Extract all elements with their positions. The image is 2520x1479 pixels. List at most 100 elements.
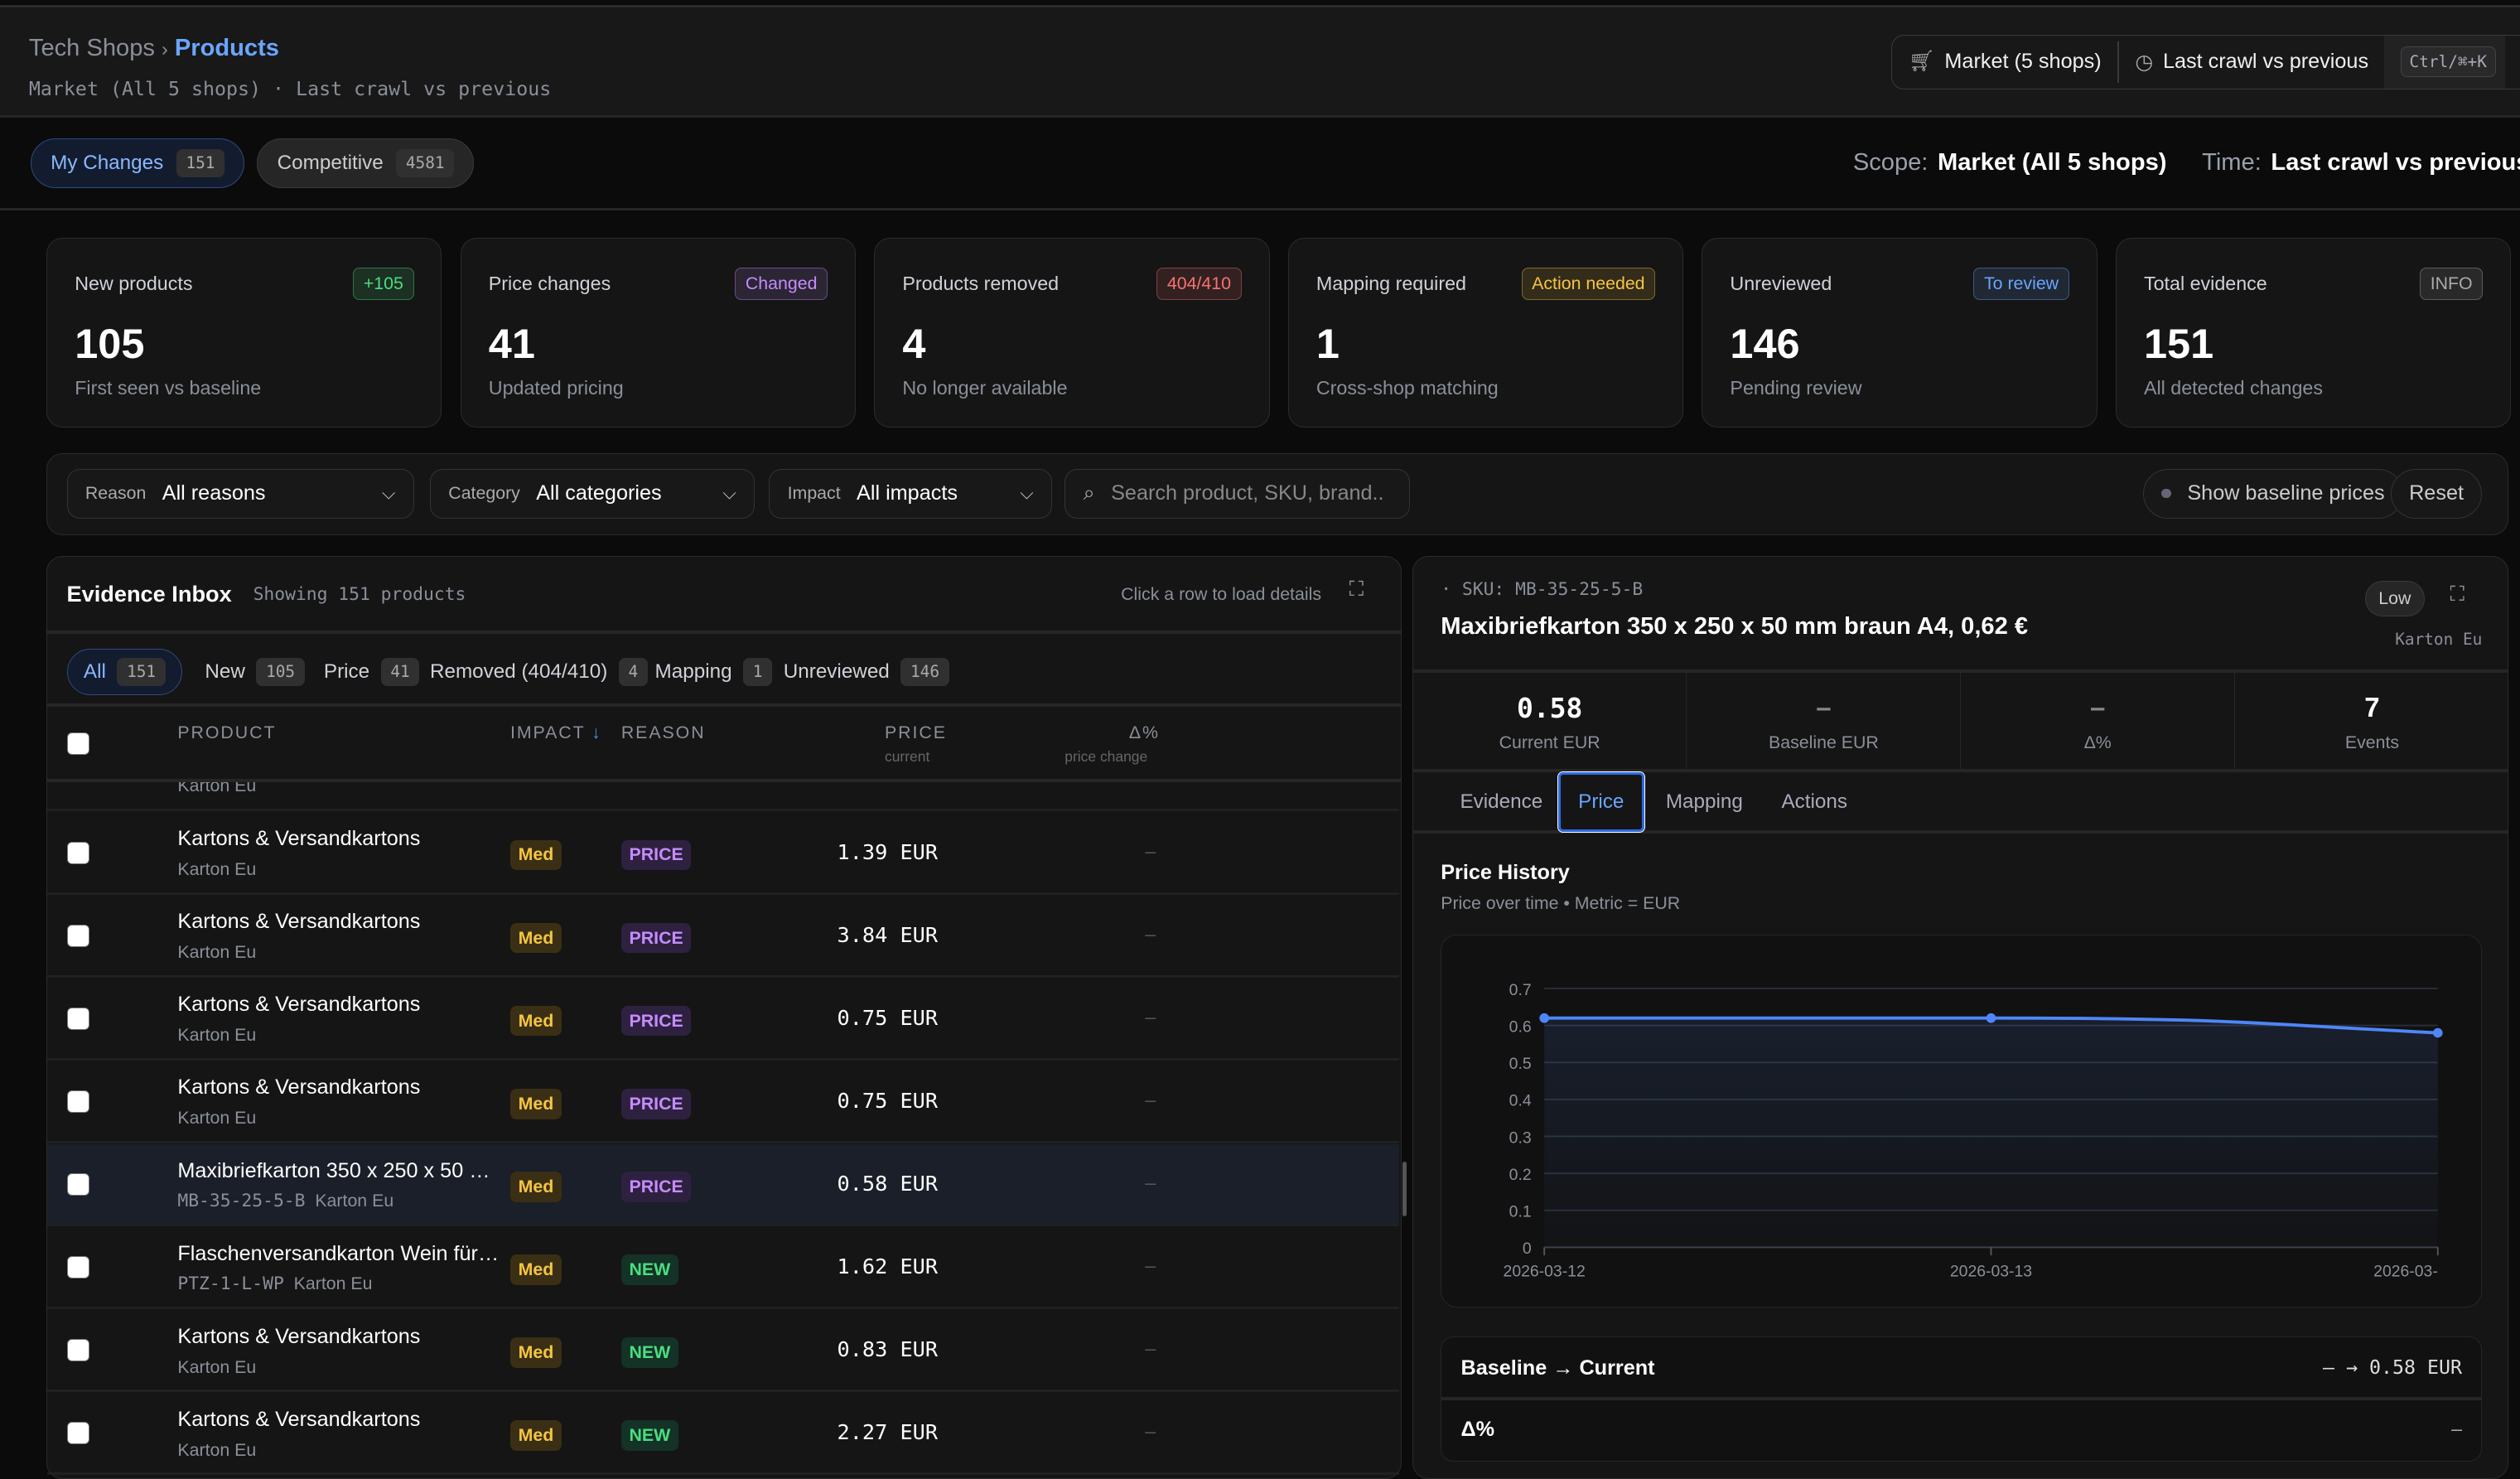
row-product-name: Kartons & Versandkartons: [177, 827, 421, 851]
kpi-value: 41: [488, 320, 535, 368]
filter-tab-unreviewed[interactable]: Unreviewed 146: [767, 649, 965, 695]
row-checkbox[interactable]: [66, 924, 89, 947]
impact-badge: Med: [509, 1337, 562, 1368]
show-baseline-button[interactable]: Show baseline prices: [2143, 468, 2403, 519]
row-shop: Karton Eu: [177, 1439, 257, 1460]
filter-tab-removed[interactable]: Removed (404/410) 4: [414, 649, 664, 695]
select-label: Reason: [84, 483, 147, 504]
table-row[interactable]: Kartons & Versandkartons Karton Eu Med N…: [47, 1310, 1399, 1393]
col-delta-sub: price change: [1064, 748, 1148, 766]
time-selector[interactable]: ◷ Last crawl vs previous: [2119, 36, 2385, 89]
filter-tab-all[interactable]: All 151: [66, 648, 183, 696]
reason-select[interactable]: Reason All reasons ⌵: [66, 468, 414, 519]
row-checkbox[interactable]: [66, 1007, 89, 1030]
row-checkbox[interactable]: [66, 1422, 89, 1445]
row-price: 1.39 EUR: [837, 839, 939, 864]
reason-badge: PRICE: [620, 839, 692, 871]
series-line: [1544, 1016, 2439, 1035]
row-sku: MB-35-25-5-B: [177, 1191, 306, 1212]
reason-badge: PRICE: [620, 1005, 692, 1037]
button-label: Reset: [2409, 481, 2464, 505]
price-history-chart: 0 0.1 0.2 0.3 0.4 0.5 0.6 0.7 2026-03-12 2026-03-…: [1504, 981, 2443, 1280]
stat-label: Δ%: [2083, 732, 2112, 752]
row-checkbox[interactable]: [66, 1339, 89, 1362]
kpi-subtitle: Pending review: [1730, 376, 1862, 399]
category-select[interactable]: Category All categories ⌵: [429, 468, 755, 519]
y-tick-label: 0.5: [1509, 1055, 1532, 1073]
area-fill: [1544, 1017, 2439, 1248]
x-tick-label: 2026-03-: [2373, 1262, 2438, 1280]
y-tick-label: 0.4: [1509, 1092, 1532, 1110]
row-sku: PTZ-1-L-WP: [177, 1274, 284, 1295]
filter-tab-mapping[interactable]: Mapping 1: [639, 649, 788, 695]
detail-sku: · SKU: MB-35-25-5-B: [1441, 579, 1644, 601]
table-row[interactable]: Flaschenversandkarton Wein für 1 Flasche…: [47, 1227, 1399, 1310]
table-row[interactable]: Kartons & Versandkartons Karton Eu Med P…: [47, 979, 1399, 1061]
row-meta: MB-35-25-5-B Karton Eu: [177, 1191, 393, 1211]
scrollbar[interactable]: [1402, 1161, 1407, 1216]
sort-down-icon: ↓: [591, 723, 602, 743]
tab-competitive[interactable]: Competitive 4581: [257, 138, 475, 188]
row-checkbox[interactable]: [66, 1256, 89, 1279]
impact-badge: Med: [509, 1254, 562, 1285]
col-impact[interactable]: IMPACT ↓: [510, 723, 602, 743]
table-row[interactable]: Kartons & Versandkartons Karton Eu Med N…: [47, 1393, 1399, 1476]
shortcut-hint: Ctrl/⌘+K: [2400, 46, 2496, 78]
tab-label: Mapping: [654, 660, 732, 683]
search-icon: ⌕: [1083, 481, 1095, 505]
filter-tab-new[interactable]: New 105: [189, 649, 321, 695]
tab-my-changes[interactable]: My Changes 151: [30, 138, 245, 188]
row-shop: Karton Eu: [177, 781, 257, 796]
reset-button[interactable]: Reset: [2390, 468, 2483, 519]
tab-count: 4: [618, 657, 648, 687]
kpi-title: Unreviewed: [1730, 272, 1832, 294]
scope-selector[interactable]: 🛒︎ Market (5 shops): [1892, 36, 2117, 89]
search-input[interactable]: ⌕ Search product, SKU, brand..: [1064, 468, 1411, 519]
row-checkbox[interactable]: [66, 1173, 89, 1196]
breadcrumb-root[interactable]: Tech Shops: [28, 34, 155, 61]
row-checkbox[interactable]: [66, 1090, 89, 1114]
tab-actions[interactable]: Actions: [1781, 790, 1848, 814]
cart-icon: 🛒︎: [1908, 50, 1935, 74]
evidence-inbox: Evidence Inbox Showing 151 products Clic…: [46, 556, 1407, 1479]
clock-icon: ◷: [2135, 50, 2154, 74]
col-product[interactable]: PRODUCT: [177, 723, 277, 743]
context-switcher[interactable]: 🛒︎ Market (5 shops) ◷ Last crawl vs previo…: [1891, 34, 2520, 89]
table-row[interactable]: Maxibriefkarton 350 x 250 x 50 mm braun …: [47, 1144, 1399, 1227]
filter-tab-price[interactable]: Price 41: [308, 649, 436, 695]
select-all-checkbox[interactable]: [66, 732, 89, 755]
impact-badge: Med: [509, 1005, 562, 1037]
reason-badge: NEW: [620, 1420, 678, 1451]
tab-count: 4581: [396, 148, 455, 178]
table-row-partial[interactable]: Karton Eu: [47, 782, 1399, 811]
scope-summary: Scope: Market (All 5 shops) Time: Last craw…: [1853, 149, 2520, 176]
col-delta[interactable]: Δ%: [1128, 723, 1160, 743]
row-meta: Karton Eu: [177, 1440, 256, 1461]
inbox-title: Evidence Inbox: [66, 581, 232, 607]
time-label: Last crawl vs previous: [2162, 50, 2369, 74]
expand-icon[interactable]: ⛶: [1349, 578, 1364, 602]
table-row[interactable]: Kartons & Versandkartons Karton Eu Med P…: [47, 1061, 1399, 1143]
row-product-name: Kartons & Versandkartons: [177, 993, 421, 1017]
scope-label: Scope:: [1852, 149, 1929, 176]
row-product-name: Kartons & Versandkartons: [177, 910, 421, 934]
table-row[interactable]: Kartons & Versandkartons Karton Eu Med P…: [47, 896, 1399, 978]
data-point: [1539, 1013, 1550, 1023]
chevron-down-icon: ⌵: [722, 483, 736, 504]
row-checkbox[interactable]: [66, 841, 89, 864]
row-price: 0.58 EUR: [837, 1172, 939, 1196]
tab-price[interactable]: Price: [1557, 771, 1645, 833]
expand-icon[interactable]: ⛶: [2450, 582, 2465, 607]
reason-badge: NEW: [620, 1254, 678, 1285]
row-meta: Karton Eu: [177, 1357, 256, 1378]
table-row[interactable]: Kartons & Versandkartons Karton Eu Med P…: [47, 813, 1399, 895]
impact-badge: Med: [509, 1420, 562, 1451]
reason-badge: NEW: [620, 1337, 678, 1368]
tab-mapping[interactable]: Mapping: [1665, 790, 1743, 814]
tab-evidence[interactable]: Evidence: [1460, 790, 1543, 814]
kpi-title: Price changes: [488, 272, 611, 294]
col-reason[interactable]: REASON: [620, 723, 706, 743]
col-price[interactable]: PRICE: [884, 723, 947, 743]
impact-select[interactable]: Impact All impacts ⌵: [769, 468, 1052, 519]
